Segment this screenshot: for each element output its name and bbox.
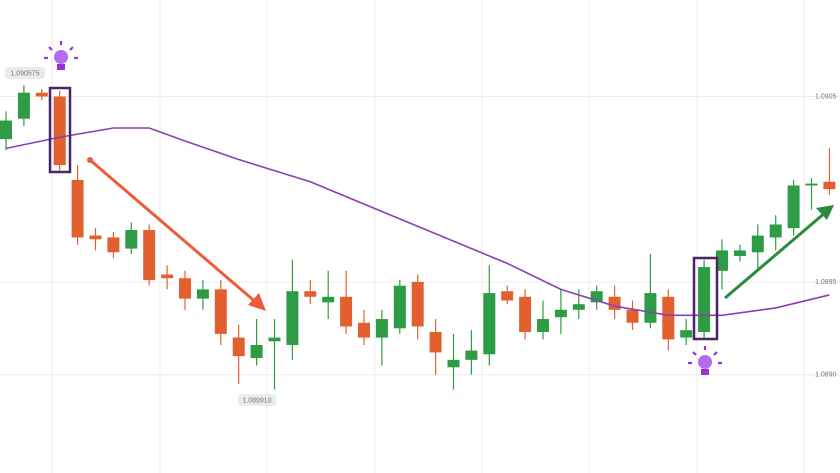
candle-body <box>626 309 639 323</box>
candle-body <box>823 181 836 190</box>
candle-body <box>250 345 263 358</box>
candle-body <box>769 224 782 238</box>
candle-body <box>483 293 496 355</box>
price-annotation: 1.089910 <box>242 397 271 404</box>
candle-body <box>465 350 478 360</box>
candle-body <box>411 281 424 327</box>
candle-body <box>501 291 514 301</box>
bulb-icon <box>688 346 722 375</box>
down-arrow <box>87 157 266 311</box>
price-annotation: 1.090575 <box>10 70 39 77</box>
highlight-box <box>692 256 719 341</box>
candle-body <box>340 296 353 327</box>
candle-body <box>71 179 84 238</box>
up-arrow <box>724 205 834 300</box>
candle-body <box>107 237 120 253</box>
highlight-box <box>48 86 72 174</box>
candle-body <box>268 337 281 342</box>
candle-body <box>179 278 191 299</box>
candle-body <box>393 285 406 329</box>
candle-body <box>232 337 245 357</box>
candle-body <box>214 289 227 334</box>
candle-body <box>716 250 728 271</box>
candle-body <box>35 92 48 97</box>
y-tick-label: 1.0905 <box>815 93 837 100</box>
candle-body <box>698 267 711 333</box>
candle-body <box>537 319 549 333</box>
candle-body <box>196 289 209 299</box>
candle-body <box>429 332 442 353</box>
candle-body <box>89 235 102 240</box>
candle-body <box>590 291 603 303</box>
candle-body <box>572 304 585 310</box>
candle-body <box>143 230 156 281</box>
candle-body <box>787 185 800 229</box>
candle-body <box>304 291 317 297</box>
candle-body <box>161 274 174 279</box>
bulb-icon <box>44 41 78 70</box>
candle-body <box>53 96 66 166</box>
candle-body <box>662 296 675 340</box>
candle-body <box>519 296 532 333</box>
candle-body <box>733 250 746 256</box>
price-pill <box>5 67 45 79</box>
candle-body <box>554 309 567 318</box>
candle-body <box>375 319 388 338</box>
candle-body <box>125 230 138 249</box>
candle-body <box>680 330 693 338</box>
candle-body <box>644 293 657 323</box>
candle-body <box>358 322 370 338</box>
candle-body <box>0 120 12 140</box>
candle-body <box>608 296 621 310</box>
y-tick-label: 1.0890 <box>815 372 837 379</box>
candle-body <box>286 291 299 346</box>
candles <box>0 85 836 390</box>
candle-body <box>447 359 460 368</box>
candle-body <box>322 296 335 303</box>
candle-body <box>751 235 764 253</box>
price-pill <box>238 394 276 406</box>
candle-body <box>17 92 30 119</box>
y-tick-label: 1.0895 <box>815 279 837 286</box>
candle-body <box>805 183 818 186</box>
